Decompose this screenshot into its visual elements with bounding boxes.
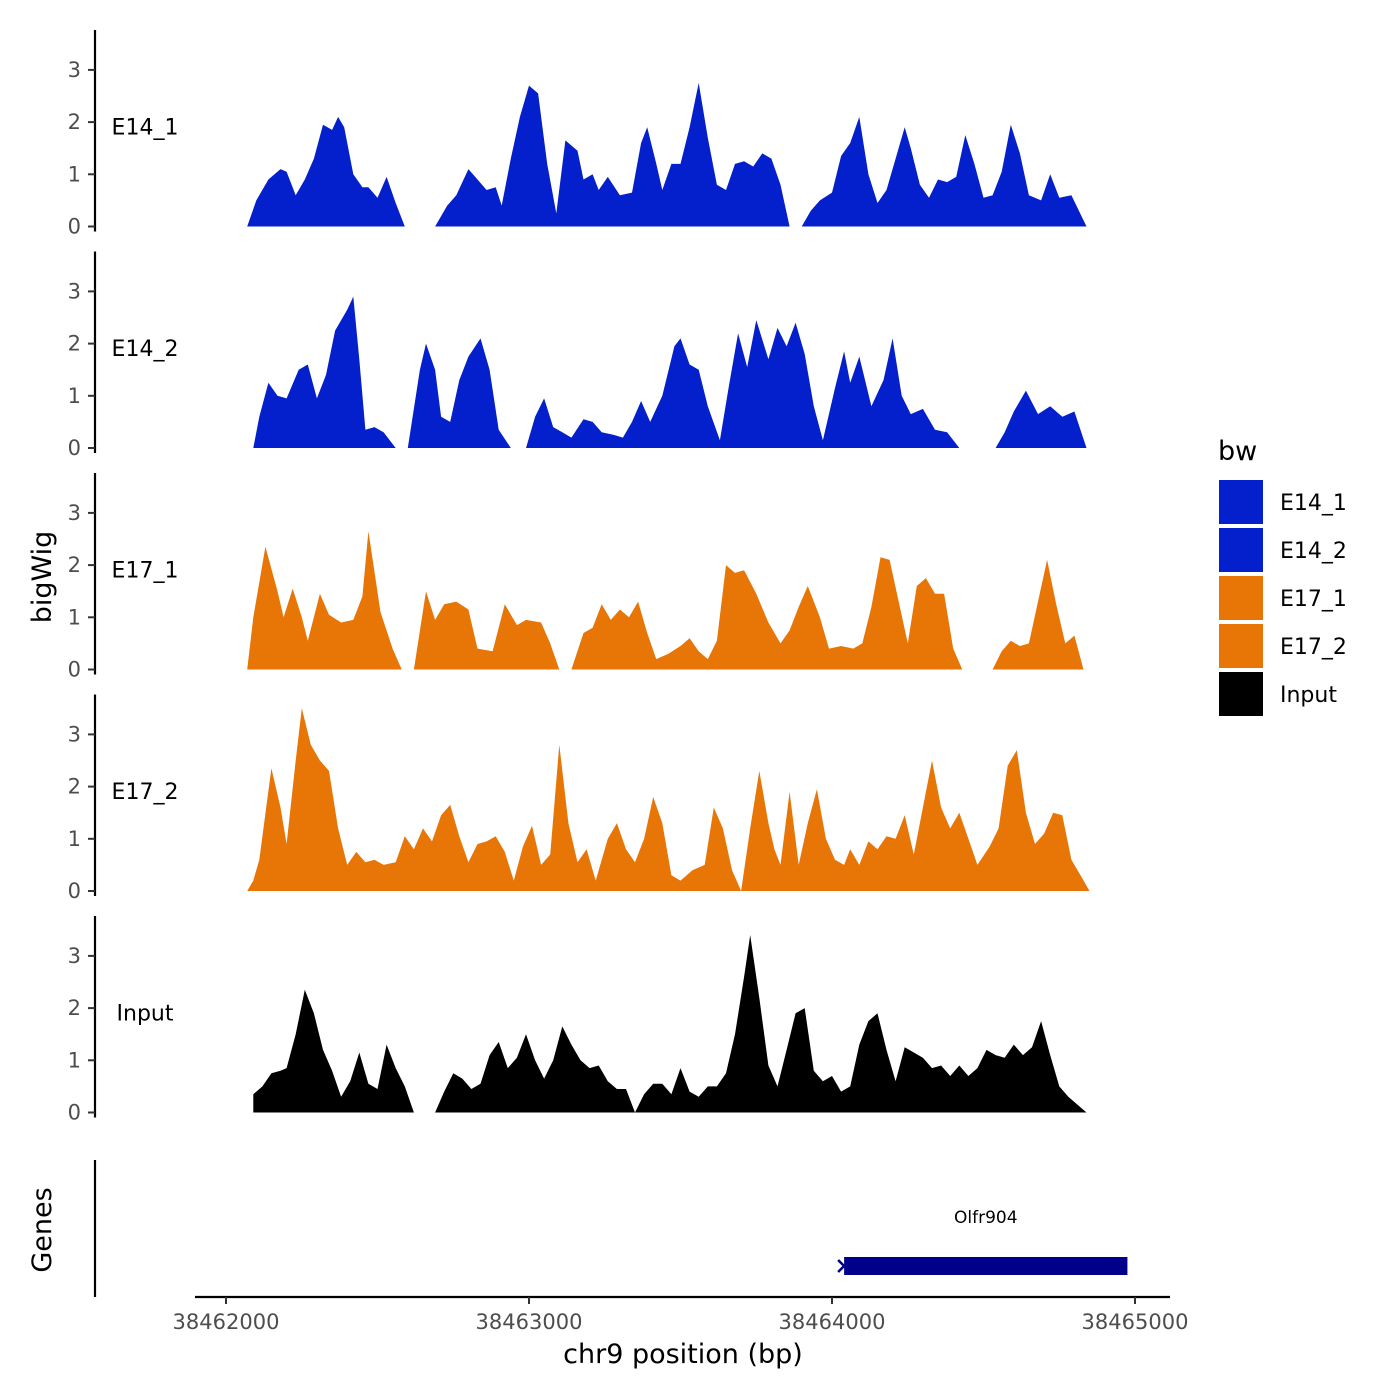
legend-label-input: Input [1280, 683, 1337, 708]
y-tick-label-e17-2-0: 0 [68, 879, 81, 903]
track-e14-1: 0 1 2 3 E14_1 [68, 30, 1087, 239]
y-tick-label-e14-1-3: 3 [68, 58, 81, 82]
track-e17-2: 0 1 2 3 E17_2 [68, 694, 1090, 903]
y-tick-label-input-2: 2 [68, 996, 81, 1020]
legend-swatch-input [1219, 672, 1263, 716]
track-label-e14-2: E14_2 [112, 337, 179, 362]
legend-swatch-e17-2 [1219, 624, 1263, 668]
y-tick-label-e17-1-3: 3 [68, 501, 81, 525]
legend-swatch-e17-1 [1219, 576, 1263, 620]
y-tick-label-e14-2-0: 0 [68, 436, 81, 460]
area-e14-2 [253, 296, 1087, 448]
legend-label-e17-1: E17_1 [1280, 587, 1347, 612]
track-label-e17-2: E17_2 [112, 780, 179, 805]
track-label-e14-1: E14_1 [112, 116, 179, 141]
y-tick-label-e17-1-2: 2 [68, 553, 81, 577]
legend-title: bw [1218, 436, 1257, 467]
y-axis-title: bigWig [27, 531, 58, 624]
legend-label-e17-2: E17_2 [1280, 635, 1347, 660]
x-tick-label-38463000: 38463000 [476, 1310, 583, 1334]
y-tick-label-e17-2-3: 3 [68, 722, 81, 746]
area-e17-1 [247, 531, 1084, 670]
gene-label-olfr904: Olfr904 [954, 1208, 1018, 1228]
gene-body-olfr904 [844, 1257, 1128, 1275]
track-e17-1: 0 1 2 3 E17_1 [68, 473, 1084, 682]
x-tick-label-38462000: 38462000 [173, 1310, 280, 1334]
y-tick-label-e17-1-1: 1 [68, 605, 81, 629]
x-axis-title: chr9 position (bp) [563, 1339, 803, 1370]
legend-swatch-e14-1 [1219, 480, 1263, 524]
legend-label-e14-1: E14_1 [1280, 491, 1347, 516]
legend-swatch-e14-2 [1219, 528, 1263, 572]
x-tick-label-38465000: 38465000 [1082, 1310, 1189, 1334]
legend: E14_1 E14_2 E17_1 E17_2 Input [1219, 480, 1347, 716]
track-input: 0 1 2 3 Input [68, 916, 1087, 1125]
gene-strand-arrow-olfr904 [837, 1259, 846, 1273]
area-e14-1 [247, 82, 1087, 227]
track-label-input: Input [117, 1002, 174, 1027]
genes-panel: Olfr904 [93, 1160, 1128, 1297]
y-tick-label-input-1: 1 [68, 1048, 81, 1072]
y-tick-label-e17-2-1: 1 [68, 827, 81, 851]
y-tick-label-input-3: 3 [68, 944, 81, 968]
area-e17-2 [247, 708, 1090, 891]
genes-axis-title: Genes [27, 1187, 58, 1272]
y-tick-label-e17-1-0: 0 [68, 658, 81, 682]
y-tick-label-e17-2-2: 2 [68, 775, 81, 799]
track-e14-2: 0 1 2 3 E14_2 [68, 251, 1087, 460]
y-tick-label-e14-2-1: 1 [68, 384, 81, 408]
x-axis: 38462000 38463000 38464000 38465000 [173, 1295, 1189, 1334]
y-tick-label-e14-1-1: 1 [68, 162, 81, 186]
y-tick-label-e14-1-2: 2 [68, 110, 81, 134]
track-label-e17-1: E17_1 [112, 559, 179, 584]
y-tick-label-e14-2-2: 2 [68, 332, 81, 356]
legend-label-e14-2: E14_2 [1280, 539, 1347, 564]
y-tick-label-e14-1-0: 0 [68, 215, 81, 239]
y-tick-label-e14-2-3: 3 [68, 279, 81, 303]
y-tick-label-input-0: 0 [68, 1101, 81, 1125]
area-input [253, 935, 1087, 1113]
track-panels: 0 1 2 3 E14_1 0 1 2 3 E14_2 0 1 2 3 E17_1 0 1 2 3 E17_2 0 1 2 3… [68, 30, 1090, 1125]
x-tick-label-38464000: 38464000 [779, 1310, 886, 1334]
